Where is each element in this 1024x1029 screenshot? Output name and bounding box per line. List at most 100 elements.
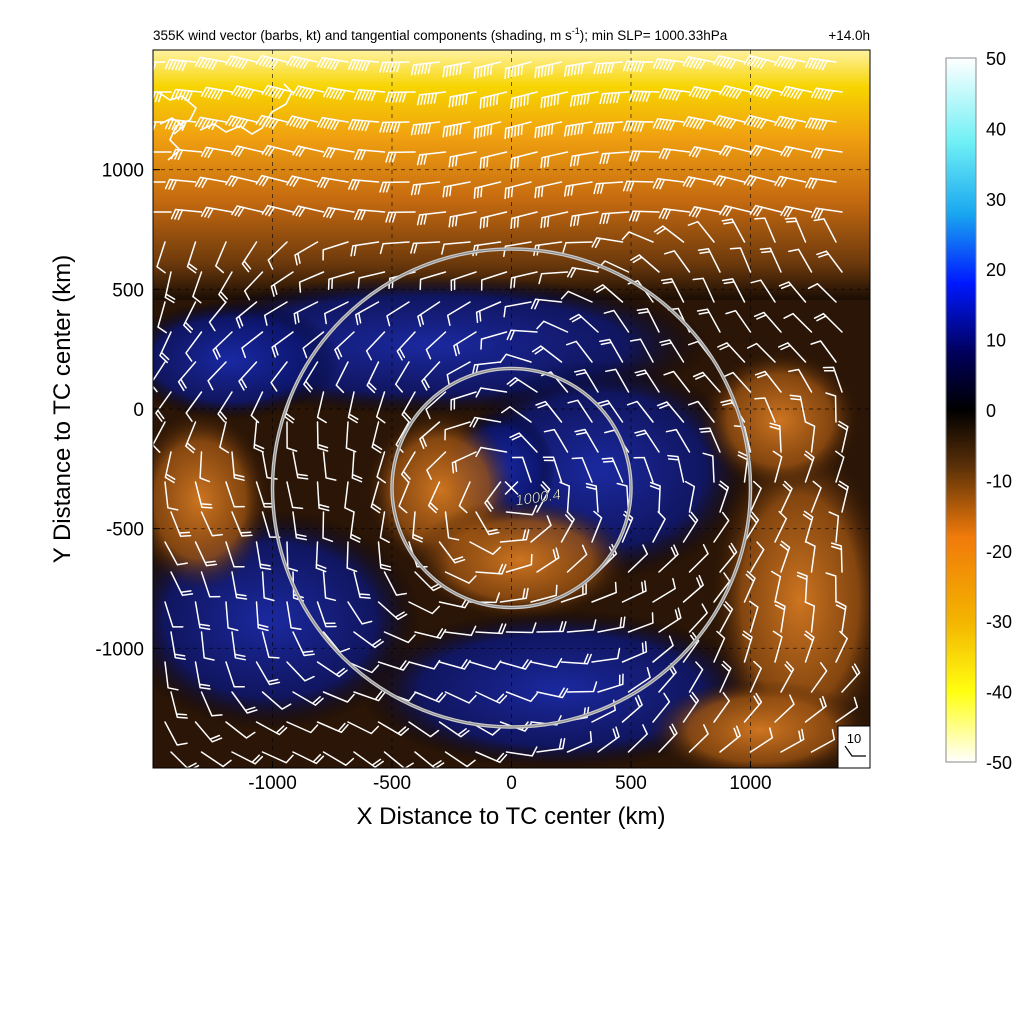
wind-barb bbox=[597, 399, 624, 423]
wind-barb bbox=[682, 56, 715, 70]
y-tick-label: 0 bbox=[133, 400, 144, 421]
wind-barb bbox=[270, 271, 294, 297]
wind-barb bbox=[783, 312, 813, 333]
wind-barb bbox=[769, 422, 782, 453]
wind-barb bbox=[585, 482, 599, 513]
wind-barb bbox=[225, 175, 258, 187]
wind-barb bbox=[194, 721, 223, 743]
wind-barb bbox=[828, 511, 840, 543]
wind-barb bbox=[682, 691, 700, 723]
wind-barb bbox=[270, 361, 288, 392]
wind-barb bbox=[335, 361, 349, 394]
wind-barb bbox=[400, 451, 416, 483]
wind-barb bbox=[805, 117, 837, 131]
wind-barb bbox=[255, 54, 288, 69]
wind-barb bbox=[603, 309, 630, 333]
wind-barb bbox=[506, 377, 538, 393]
wind-barb bbox=[225, 115, 258, 130]
coastline-segment bbox=[199, 83, 293, 135]
wind-barb bbox=[652, 692, 671, 723]
wind-barb bbox=[658, 88, 691, 101]
wind-barb bbox=[658, 208, 691, 220]
wind-barb bbox=[563, 61, 593, 77]
wind-barb bbox=[591, 237, 624, 249]
wind-barb bbox=[630, 254, 660, 273]
plot-title-superscript: -1 bbox=[572, 26, 580, 36]
wind-barb bbox=[286, 721, 319, 734]
wind-barb bbox=[534, 181, 563, 199]
wind-barb bbox=[813, 218, 837, 243]
wind-barb bbox=[780, 728, 805, 753]
wind-barb bbox=[717, 342, 746, 363]
wind-barb bbox=[200, 571, 221, 598]
wind-barb bbox=[448, 211, 477, 228]
wind-barb bbox=[322, 241, 349, 261]
wind-barb bbox=[560, 290, 593, 303]
wind-barb bbox=[627, 724, 648, 753]
wind-barb bbox=[225, 481, 245, 508]
wind-barb bbox=[426, 451, 447, 480]
wind-barb bbox=[231, 511, 253, 537]
wind-barb bbox=[621, 641, 648, 663]
wind-barb bbox=[446, 301, 471, 326]
wind-barb bbox=[627, 667, 651, 693]
wind-barb bbox=[263, 301, 288, 326]
wind-barb bbox=[562, 241, 593, 254]
wind-barb bbox=[601, 457, 624, 483]
wind-barb bbox=[480, 271, 508, 291]
y-tick-label: 500 bbox=[112, 280, 144, 301]
wind-barb bbox=[316, 421, 329, 452]
wind-barb bbox=[153, 151, 172, 153]
wind-barb bbox=[569, 91, 599, 107]
wind-barb bbox=[357, 271, 386, 289]
shading-blob bbox=[700, 350, 860, 490]
wind-barb bbox=[255, 114, 288, 129]
wind-barb bbox=[499, 659, 532, 670]
wind-barb bbox=[566, 619, 597, 633]
wind-barb bbox=[398, 481, 410, 514]
wind-barb bbox=[231, 145, 264, 157]
plot-title-rest: ); min SLP= 1000.33hPa bbox=[580, 28, 728, 43]
wind-barb bbox=[593, 121, 624, 135]
wind-barb bbox=[479, 151, 508, 169]
wind-barb bbox=[749, 84, 782, 99]
wind-barb bbox=[634, 429, 660, 453]
wind-barb bbox=[427, 481, 441, 514]
wind-barb bbox=[531, 345, 563, 363]
wind-barb bbox=[652, 118, 685, 131]
wind-barb bbox=[353, 571, 371, 599]
wind-barb bbox=[379, 61, 410, 73]
wind-barb bbox=[780, 205, 813, 218]
wind-barb bbox=[444, 511, 460, 541]
wind-barb bbox=[536, 320, 569, 333]
wind-barb bbox=[779, 540, 791, 573]
wind-barb bbox=[200, 751, 232, 768]
wind-barb bbox=[721, 218, 746, 243]
wind-barb bbox=[194, 176, 227, 189]
wind-barb bbox=[255, 661, 281, 686]
wind-barb bbox=[350, 241, 380, 257]
wind-barb bbox=[316, 116, 349, 131]
shading-blob bbox=[410, 500, 630, 620]
wind-barb bbox=[593, 284, 624, 303]
wind-barb bbox=[622, 60, 654, 72]
wind-barb bbox=[713, 572, 731, 603]
wind-barb bbox=[593, 61, 624, 75]
y-axis-title: Y Distance to TC center (km) bbox=[49, 255, 76, 564]
wind-barb bbox=[322, 511, 334, 543]
wind-barb bbox=[442, 181, 471, 198]
wind-barb bbox=[534, 121, 563, 139]
wind-barb bbox=[597, 616, 626, 633]
wind-barb bbox=[215, 241, 227, 274]
wind-barb bbox=[560, 653, 592, 665]
wind-barb bbox=[377, 660, 410, 671]
colorbar-tick-label: 20 bbox=[986, 260, 1006, 280]
wind-barb bbox=[451, 451, 477, 474]
wind-barb bbox=[753, 311, 782, 333]
wind-barb bbox=[542, 456, 563, 483]
wind-barb bbox=[652, 58, 685, 71]
wind-barb bbox=[159, 331, 172, 364]
wind-barb bbox=[563, 121, 593, 137]
wind-barb bbox=[725, 309, 752, 333]
wind-barb bbox=[788, 368, 813, 393]
